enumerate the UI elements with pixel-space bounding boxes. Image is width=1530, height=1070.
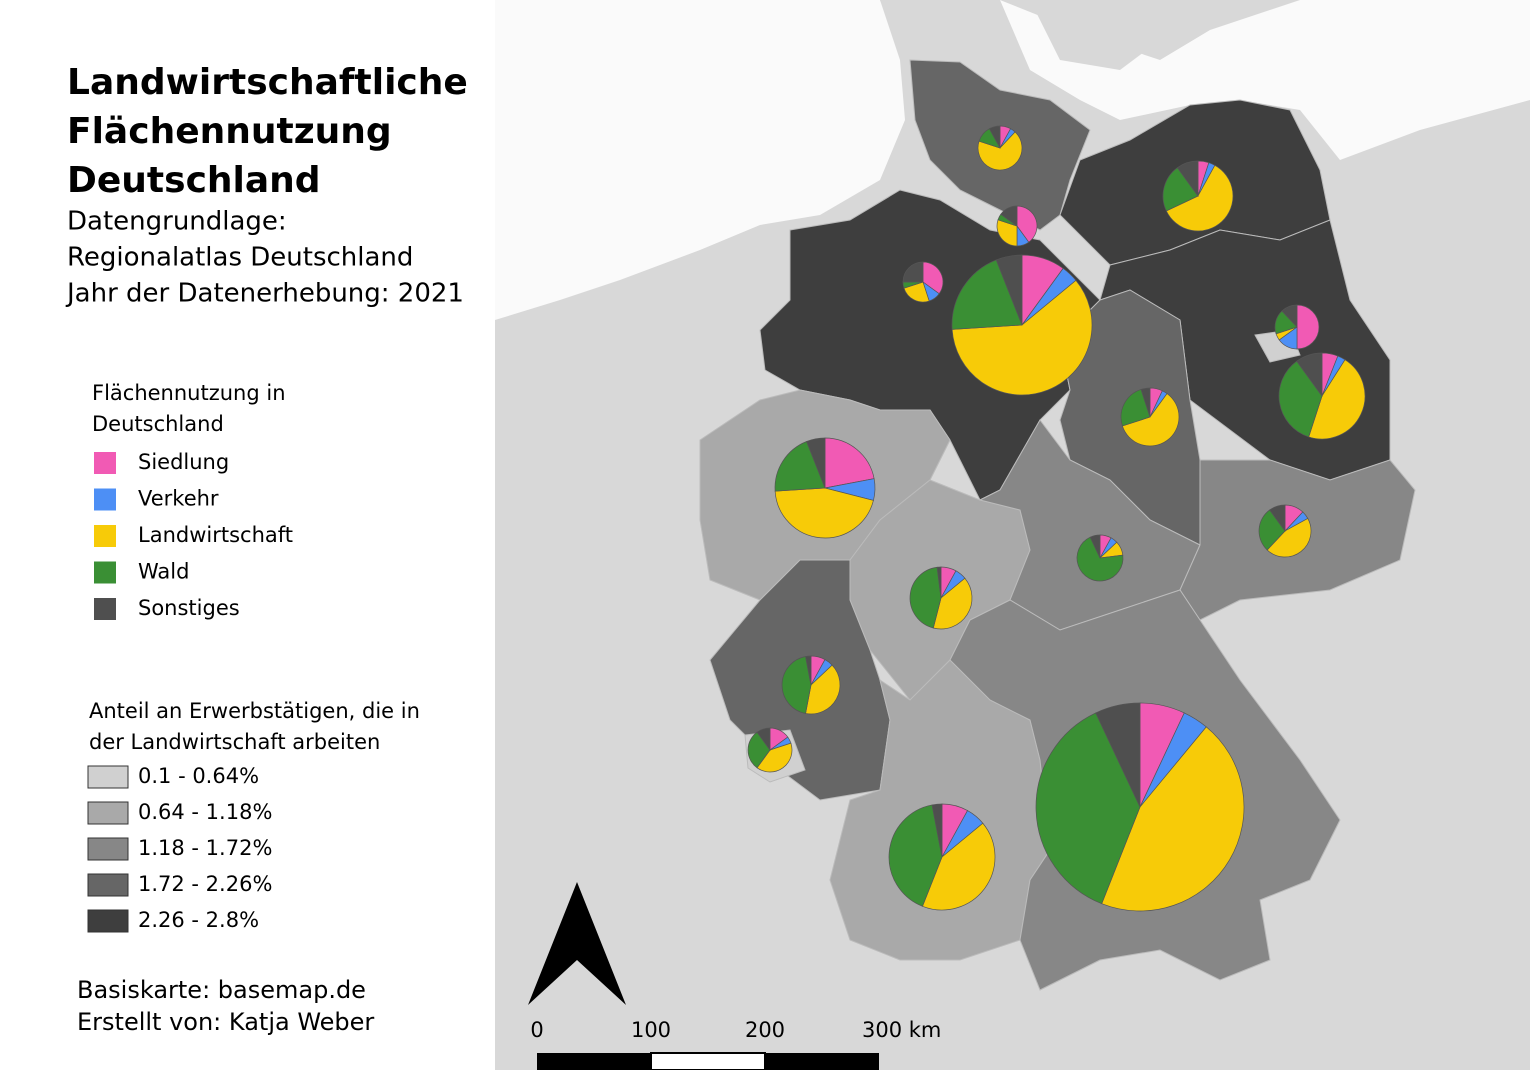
legend-label: Verkehr: [138, 487, 219, 511]
baltic-sea: [1000, 0, 1530, 160]
legend-swatch: [94, 452, 116, 474]
denmark: [880, 0, 1000, 50]
pie-slice: [1076, 536, 1124, 582]
legend-swatch: [87, 801, 129, 825]
legend-label: 0.64 - 1.18%: [138, 800, 272, 824]
pie-slice: [756, 727, 771, 752]
pie-slice: [922, 261, 944, 295]
scale-segment: [765, 1053, 879, 1070]
pie-slice: [932, 577, 973, 630]
legend-title: Flächennutzung in: [92, 381, 286, 405]
pie-slice: [903, 281, 930, 303]
pie-slice: [824, 437, 875, 489]
legend-label: 0.1 - 0.64%: [138, 764, 259, 788]
legend-swatch: [94, 598, 116, 620]
pie-slice: [1278, 360, 1323, 438]
pie-slice: [931, 803, 943, 858]
credit: Erstellt von: Katja Weber: [77, 1008, 374, 1036]
legend-title: Deutschland: [92, 412, 224, 436]
pie-charts: [747, 125, 1366, 912]
legend-swatch: [87, 873, 129, 897]
pie-slice: [1121, 393, 1180, 447]
island: [1030, 0, 1160, 70]
pie-slice: [996, 219, 1018, 247]
title: Deutschland: [67, 160, 321, 201]
scale-segment: [537, 1053, 651, 1070]
pie-slice: [1089, 534, 1101, 559]
pie-slice: [1016, 205, 1038, 243]
pie-slice: [1269, 504, 1286, 533]
north-arrow: [528, 882, 626, 1005]
pie-slice: [1035, 712, 1141, 905]
subtitle: Datengrundlage:: [67, 207, 287, 237]
pie-slice: [951, 279, 1093, 396]
pie-slice: [747, 731, 771, 769]
pie-slice: [1101, 726, 1245, 912]
pie-slice: [805, 664, 841, 715]
scale-label: 200: [745, 1018, 785, 1042]
pie-slice: [805, 655, 812, 686]
scale-label: 300 km: [862, 1018, 941, 1042]
legend-label: Wald: [138, 560, 189, 584]
pie-slice: [888, 804, 943, 907]
pie-slice: [951, 259, 1023, 330]
pie-slice: [1095, 702, 1141, 808]
pie-slice: [774, 487, 874, 539]
pie-slice: [1162, 167, 1199, 212]
north-arrow-shape: [528, 882, 626, 1005]
legend-label: 2.26 - 2.8%: [138, 908, 259, 932]
pie-slice: [1296, 352, 1323, 398]
pie-slice: [977, 131, 1023, 171]
pie-slice: [995, 254, 1023, 326]
legend-swatch: [87, 765, 129, 789]
legend-label: 1.72 - 2.26%: [138, 872, 272, 896]
pie-slice: [1165, 164, 1234, 232]
legend-swatch: [87, 837, 129, 861]
north-sea: [495, 0, 905, 320]
legend-label: 1.18 - 1.72%: [138, 836, 272, 860]
title: Landwirtschaftliche: [67, 62, 468, 103]
scale-bar: [537, 1052, 879, 1070]
legend-label: Sonstiges: [138, 596, 240, 620]
legend-swatch: [94, 525, 116, 547]
legend-title: der Landwirtschaft arbeiten: [89, 730, 380, 754]
pie-slice: [1266, 517, 1312, 558]
legend-swatch: [87, 909, 129, 933]
pie-slice: [781, 656, 812, 714]
subtitle: Regionalatlas Deutschland: [67, 243, 413, 273]
pie-slice: [1000, 205, 1018, 227]
pie-slice: [1140, 387, 1151, 418]
legend-label: Siedlung: [138, 450, 229, 474]
pie-slice: [1176, 160, 1199, 198]
pie-slice: [1120, 388, 1151, 427]
legend-swatch: [94, 561, 116, 584]
pie-slice: [774, 441, 826, 492]
legend-swatch: [94, 488, 116, 511]
title: Flächennutzung: [67, 111, 392, 152]
pie-slice: [922, 822, 996, 911]
pie-slice: [756, 742, 793, 773]
scale-label: 0: [530, 1018, 543, 1042]
scale-segment: [650, 1052, 766, 1070]
pie-slice: [902, 261, 924, 283]
credit: Basiskarte: basemap.de: [77, 976, 366, 1004]
legend: Flächennutzung in Deutschland Siedlung Verk…: [87, 381, 420, 933]
legend-title: Anteil an Erwerbstätigen, die in: [89, 699, 420, 723]
pie-slice: [909, 566, 942, 629]
pie-slice: [806, 437, 826, 489]
legend-label: Landwirtschaft: [138, 523, 293, 547]
pie-slice: [1296, 304, 1320, 350]
scale-label: 100: [631, 1018, 671, 1042]
pie-slice: [936, 566, 942, 599]
pie-slice: [1308, 359, 1366, 440]
pie-slice: [1281, 304, 1298, 328]
pie-slice: [1258, 509, 1286, 551]
pie-slice: [988, 125, 1001, 149]
subtitle: Jahr der Datenerhebung: 2021: [65, 279, 464, 309]
